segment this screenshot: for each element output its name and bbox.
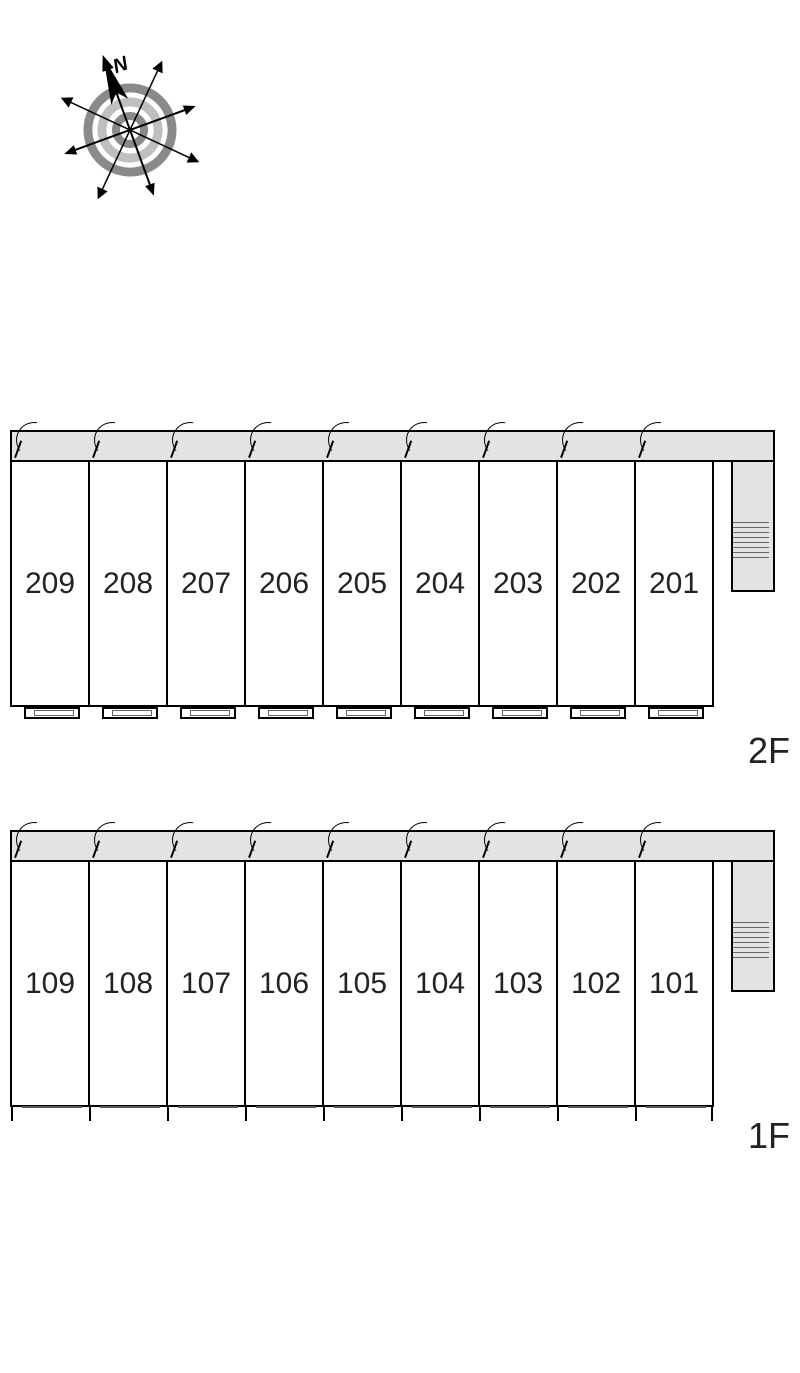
door-icon xyxy=(562,832,602,858)
balcony xyxy=(258,707,314,719)
unit-202: 202 xyxy=(556,462,636,707)
door-icon xyxy=(250,432,290,458)
unit-label: 202 xyxy=(571,567,621,601)
unit-label: 203 xyxy=(493,567,543,601)
door-icon xyxy=(562,432,602,458)
unit-label: 205 xyxy=(337,567,387,601)
balcony xyxy=(648,707,704,719)
unit-label: 102 xyxy=(571,967,621,1001)
unit-205: 205 xyxy=(322,462,402,707)
door-icon xyxy=(16,432,56,458)
balcony xyxy=(570,707,626,719)
unit-107: 107 xyxy=(166,862,246,1107)
door-icon xyxy=(640,832,680,858)
balcony xyxy=(492,707,548,719)
window-bottom xyxy=(646,1106,706,1108)
unit-label: 208 xyxy=(103,567,153,601)
door-icon xyxy=(172,832,212,858)
wall-tick xyxy=(557,1105,559,1121)
unit-204: 204 xyxy=(400,462,480,707)
unit-104: 104 xyxy=(400,862,480,1107)
unit-209: 209 xyxy=(10,462,90,707)
unit-label: 204 xyxy=(415,567,465,601)
window-bottom xyxy=(178,1106,238,1108)
units-row-1f: 109 108 107 106 105 104 103 102 101 xyxy=(10,862,712,1107)
door-icon xyxy=(328,832,368,858)
stair-area-2f xyxy=(731,462,775,592)
door-icon xyxy=(94,432,134,458)
door-icon xyxy=(250,832,290,858)
floor-label-1f: 1F xyxy=(748,1115,790,1157)
wall-tick xyxy=(323,1105,325,1121)
unit-201: 201 xyxy=(634,462,714,707)
door-icon xyxy=(484,432,524,458)
unit-label: 206 xyxy=(259,567,309,601)
unit-102: 102 xyxy=(556,862,636,1107)
door-icon xyxy=(94,832,134,858)
window-bottom xyxy=(100,1106,160,1108)
compass-rose: N xyxy=(55,30,205,210)
balcony xyxy=(336,707,392,719)
floor-block-1f: 109 108 107 106 105 104 103 102 101 xyxy=(10,830,775,1120)
door-icon xyxy=(16,832,56,858)
unit-label: 207 xyxy=(181,567,231,601)
unit-label: 201 xyxy=(649,567,699,601)
unit-108: 108 xyxy=(88,862,168,1107)
wall-tick xyxy=(11,1105,13,1121)
balcony xyxy=(102,707,158,719)
wall-tick xyxy=(89,1105,91,1121)
stair-area-1f xyxy=(731,862,775,992)
unit-label: 105 xyxy=(337,967,387,1001)
unit-109: 109 xyxy=(10,862,90,1107)
door-icon xyxy=(328,432,368,458)
balcony xyxy=(180,707,236,719)
wall-tick xyxy=(245,1105,247,1121)
floor-label-2f: 2F xyxy=(748,730,790,772)
floor-2f: 209208207206205204203202201 2F xyxy=(10,430,790,720)
floor-1f: 109108107106105104103102101 1F xyxy=(10,830,790,1120)
door-icon xyxy=(640,432,680,458)
door-icon xyxy=(406,432,446,458)
unit-206: 206 xyxy=(244,462,324,707)
unit-label: 108 xyxy=(103,967,153,1001)
unit-label: 109 xyxy=(25,967,75,1001)
units-row-2f: 209 208 207 206 205 204 203 202 201 xyxy=(10,462,712,707)
floorplan-page: N 209208207206205204203202201 2F 1091 xyxy=(0,0,800,1373)
window-bottom xyxy=(412,1106,472,1108)
floor-block-2f: 209 208 207 206 205 204 203 202 201 xyxy=(10,430,775,720)
door-icon xyxy=(484,832,524,858)
window-bottom xyxy=(490,1106,550,1108)
stairs-icon xyxy=(733,922,769,962)
unit-207: 207 xyxy=(166,462,246,707)
unit-103: 103 xyxy=(478,862,558,1107)
unit-label: 104 xyxy=(415,967,465,1001)
window-bottom xyxy=(256,1106,316,1108)
unit-203: 203 xyxy=(478,462,558,707)
unit-label: 209 xyxy=(25,567,75,601)
unit-label: 106 xyxy=(259,967,309,1001)
unit-label: 107 xyxy=(181,967,231,1001)
door-icon xyxy=(406,832,446,858)
unit-101: 101 xyxy=(634,862,714,1107)
wall-tick xyxy=(167,1105,169,1121)
door-icon xyxy=(172,432,212,458)
unit-105: 105 xyxy=(322,862,402,1107)
unit-label: 103 xyxy=(493,967,543,1001)
window-bottom xyxy=(22,1106,82,1108)
balcony xyxy=(24,707,80,719)
wall-tick xyxy=(401,1105,403,1121)
window-bottom xyxy=(568,1106,628,1108)
window-bottom xyxy=(334,1106,394,1108)
unit-208: 208 xyxy=(88,462,168,707)
balcony xyxy=(414,707,470,719)
wall-tick xyxy=(635,1105,637,1121)
stairs-icon xyxy=(733,522,769,562)
wall-tick xyxy=(479,1105,481,1121)
unit-106: 106 xyxy=(244,862,324,1107)
unit-label: 101 xyxy=(649,967,699,1001)
wall-tick xyxy=(711,1105,713,1121)
